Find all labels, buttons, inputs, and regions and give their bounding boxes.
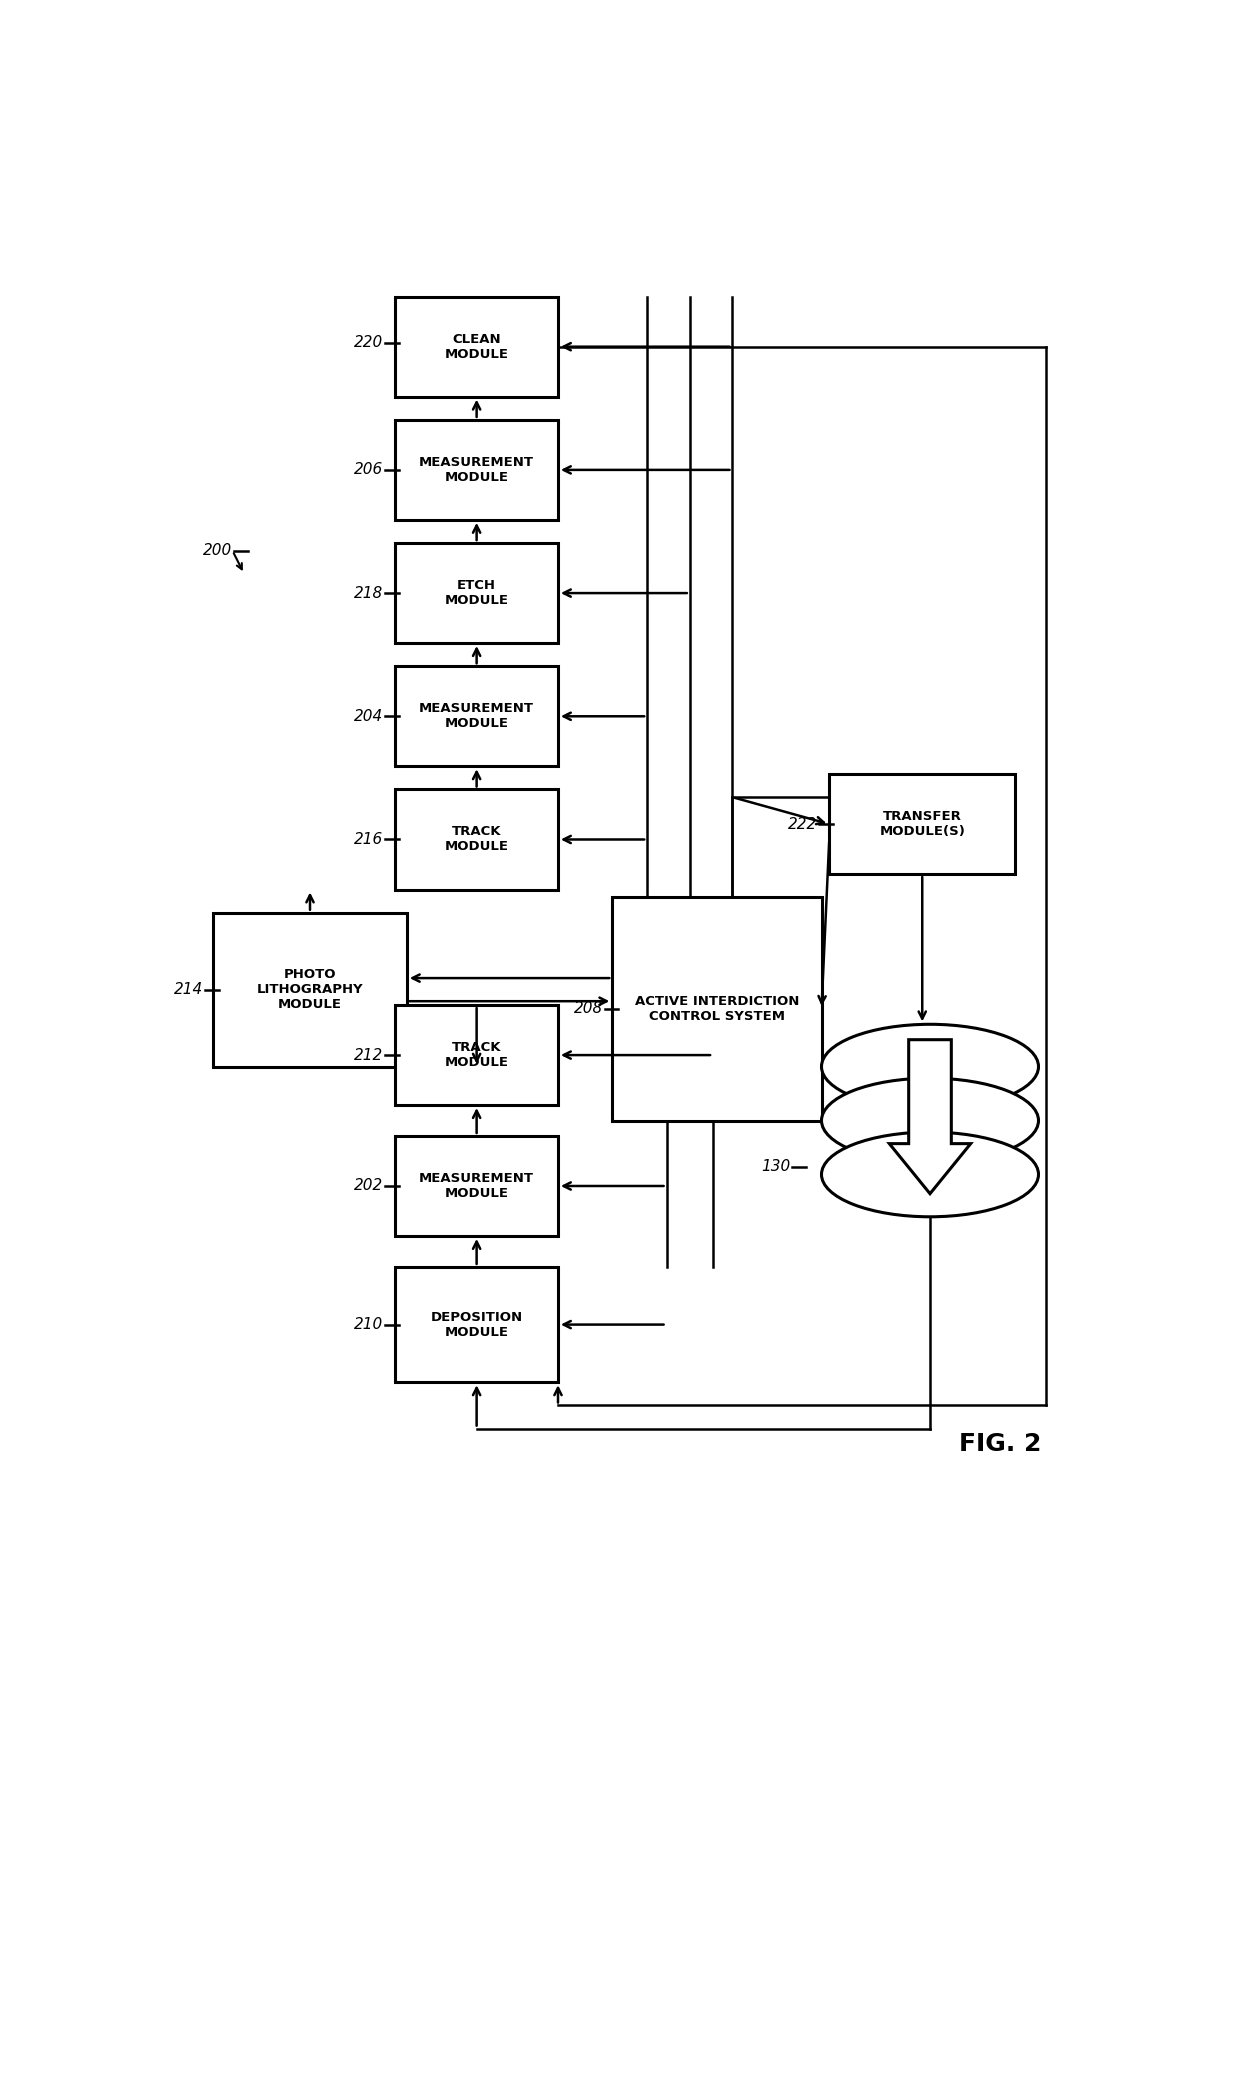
- FancyArrow shape: [889, 1039, 971, 1194]
- Bar: [830, 774, 1016, 874]
- Text: TRANSFER
MODULE(S): TRANSFER MODULE(S): [879, 810, 965, 839]
- Ellipse shape: [821, 1079, 1039, 1162]
- Bar: [213, 912, 407, 1066]
- Text: FIG. 2: FIG. 2: [959, 1432, 1040, 1457]
- Text: 220: 220: [355, 336, 383, 351]
- Text: 202: 202: [355, 1179, 383, 1194]
- Text: 214: 214: [174, 983, 203, 998]
- Text: MEASUREMENT
MODULE: MEASUREMENT MODULE: [419, 703, 534, 730]
- Bar: [396, 789, 558, 889]
- Text: 210: 210: [355, 1317, 383, 1332]
- Ellipse shape: [821, 1025, 1039, 1108]
- Text: TRACK
MODULE: TRACK MODULE: [445, 826, 508, 854]
- Bar: [396, 1006, 558, 1106]
- Text: 200: 200: [203, 543, 233, 557]
- Text: ACTIVE INTERDICTION
CONTROL SYSTEM: ACTIVE INTERDICTION CONTROL SYSTEM: [635, 995, 799, 1023]
- Bar: [613, 897, 821, 1121]
- Bar: [396, 666, 558, 766]
- Bar: [396, 1267, 558, 1382]
- Text: PHOTO
LITHOGRAPHY
MODULE: PHOTO LITHOGRAPHY MODULE: [257, 968, 363, 1010]
- Text: MEASUREMENT
MODULE: MEASUREMENT MODULE: [419, 1173, 534, 1200]
- Bar: [396, 296, 558, 397]
- Text: 218: 218: [355, 586, 383, 601]
- Text: 212: 212: [355, 1048, 383, 1062]
- Text: CLEAN
MODULE: CLEAN MODULE: [445, 332, 508, 361]
- Text: DEPOSITION
MODULE: DEPOSITION MODULE: [430, 1311, 523, 1338]
- Bar: [396, 419, 558, 520]
- Text: 208: 208: [574, 1002, 603, 1016]
- Text: MEASUREMENT
MODULE: MEASUREMENT MODULE: [419, 455, 534, 484]
- Text: 206: 206: [355, 463, 383, 478]
- Text: 222: 222: [789, 816, 817, 831]
- Text: 216: 216: [355, 833, 383, 847]
- Text: ETCH
MODULE: ETCH MODULE: [445, 578, 508, 607]
- Bar: [396, 543, 558, 643]
- Text: 130: 130: [761, 1158, 791, 1175]
- Ellipse shape: [821, 1131, 1039, 1217]
- Text: TRACK
MODULE: TRACK MODULE: [445, 1041, 508, 1069]
- Bar: [396, 1135, 558, 1236]
- Text: 204: 204: [355, 710, 383, 724]
